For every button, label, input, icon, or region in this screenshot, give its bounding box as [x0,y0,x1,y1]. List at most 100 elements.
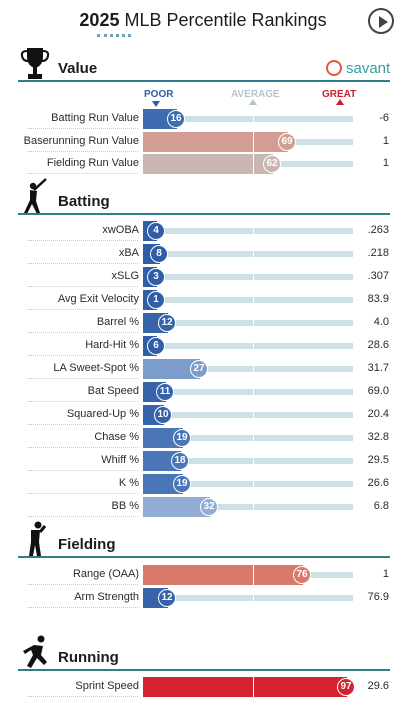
percentile-row[interactable]: xwOBA 4 .263 [0,221,406,241]
average-line [253,154,254,174]
percentile-badge: 19 [173,429,191,447]
percentile-badge: 18 [171,452,189,470]
row-divider [28,378,138,379]
percentile-row[interactable]: Fielding Run Value 62 1 [0,154,406,174]
percentile-row[interactable]: Whiff % 18 29.5 [0,451,406,471]
metric-value: .218 [367,247,389,259]
percentile-track [143,504,353,510]
percentile-track [143,274,353,280]
percentile-row[interactable]: Hard-Hit % 6 28.6 [0,336,406,356]
percentile-badge: 16 [167,110,185,128]
metric-label: Baserunning Run Value [23,135,139,147]
percentile-track [143,116,353,122]
play-icon[interactable] [368,8,394,34]
row-divider [28,401,138,402]
row-divider [28,355,138,356]
percentile-row[interactable]: Bat Speed 11 69.0 [0,382,406,402]
metric-label: Chase % [94,431,139,443]
percentile-track [143,435,353,441]
poor-marker-icon [152,101,160,107]
percentile-bar [143,132,288,152]
average-line [253,565,254,585]
metric-label: xBA [118,247,139,259]
average-line [253,221,254,241]
percentile-badge: 19 [173,475,191,493]
percentile-badge: 27 [190,360,208,378]
average-line [253,109,254,129]
percentile-badge: 6 [147,337,165,355]
metric-label: Whiff % [101,454,139,466]
metric-label: Sprint Speed [75,680,139,692]
percentile-badge: 11 [156,383,174,401]
row-divider [28,696,138,697]
row-divider [28,493,138,494]
percentile-badge: 3 [147,268,165,286]
title-dots [97,34,131,37]
metric-value: 28.6 [367,339,389,351]
metric-label: Hard-Hit % [85,339,139,351]
metric-label: Squared-Up % [66,408,139,420]
percentile-row[interactable]: Chase % 19 32.8 [0,428,406,448]
percentile-row[interactable]: LA Sweet-Spot % 27 31.7 [0,359,406,379]
percentile-row[interactable]: Barrel % 12 4.0 [0,313,406,333]
percentile-row[interactable]: Baserunning Run Value 69 1 [0,132,406,152]
metric-label: Barrel % [96,316,139,328]
average-line [253,244,254,264]
average-line [253,677,254,697]
percentile-badge: 97 [337,678,355,696]
percentile-badge: 76 [293,566,311,584]
percentile-track [143,412,353,418]
row-divider [28,173,138,174]
page-title: 2025 MLB Percentile Rankings [0,10,406,31]
row-divider [28,151,138,152]
row-divider [28,607,138,608]
metric-value: 29.6 [367,680,389,692]
percentile-track [143,320,353,326]
percentile-row[interactable]: BB % 32 6.8 [0,497,406,517]
average-line [253,451,254,471]
average-line [253,382,254,402]
metric-label: K % [118,477,139,489]
percentile-row[interactable]: Range (OAA) 76 1 [0,565,406,585]
percentile-track [143,389,353,395]
metric-value: 76.9 [367,591,389,603]
percentile-row[interactable]: K % 19 26.6 [0,474,406,494]
percentile-track [143,228,353,234]
average-line [253,359,254,379]
title-year: 2025 [79,10,120,30]
metric-value: 1 [382,568,389,580]
metric-label: Bat Speed [87,385,139,397]
percentile-row[interactable]: Sprint Speed 97 29.6 [0,677,406,697]
section-title-running: Running [58,649,119,666]
percentile-row[interactable]: xBA 8 .218 [0,244,406,264]
percentile-row[interactable]: Batting Run Value 16 -6 [0,109,406,129]
metric-label: Batting Run Value [51,112,139,124]
savant-link[interactable]: savant [346,60,391,77]
average-line [253,497,254,517]
average-line [253,588,254,608]
metric-value: 6.8 [373,500,389,512]
percentile-row[interactable]: Avg Exit Velocity 1 83.9 [0,290,406,310]
percentile-row[interactable]: Squared-Up % 10 20.4 [0,405,406,425]
section-title-fielding: Fielding [58,536,116,553]
metric-value: .263 [367,224,389,236]
row-divider [28,516,138,517]
percentile-row[interactable]: Arm Strength 12 76.9 [0,588,406,608]
row-divider [28,424,138,425]
percentile-row[interactable]: xSLG 3 .307 [0,267,406,287]
header: 2025 MLB Percentile Rankings [0,0,406,40]
metric-value: 1 [382,157,389,169]
metric-value: 20.4 [367,408,389,420]
metric-value: 29.5 [367,454,389,466]
section-divider [18,556,390,558]
section-divider [18,80,390,82]
section-title-value: Value [58,60,98,77]
metric-value: 69.0 [367,385,389,397]
average-line [253,428,254,448]
batter-icon [24,178,47,214]
row-divider [28,263,138,264]
trophy-icon [20,48,50,79]
savant-logo-icon [326,60,342,76]
percentile-badge: 10 [154,406,172,424]
average-line [253,405,254,425]
